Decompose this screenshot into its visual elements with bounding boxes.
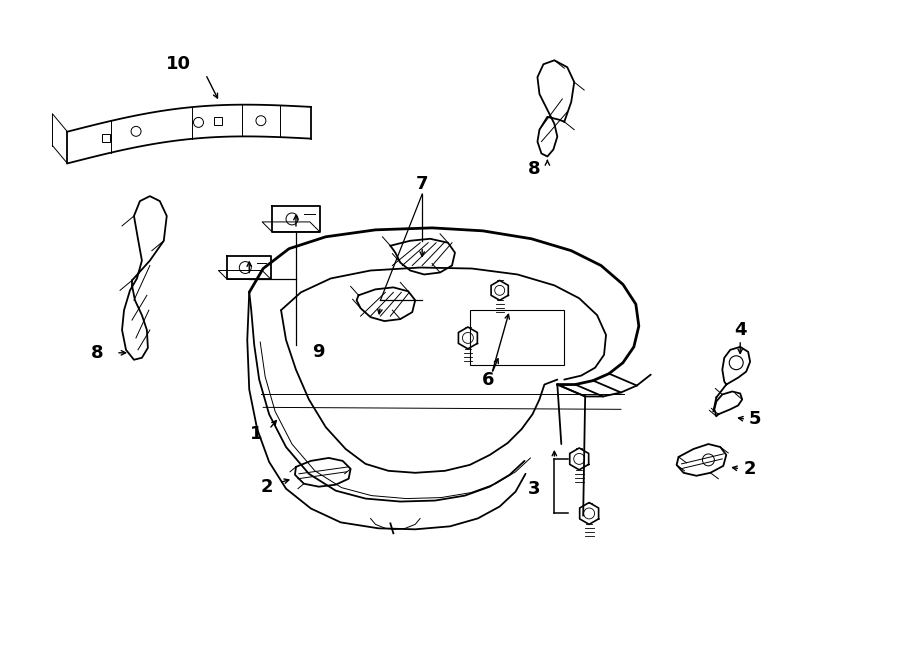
Bar: [470, 310, 564, 365]
Bar: [102, 134, 110, 142]
Text: 4: 4: [734, 321, 746, 339]
Text: 9: 9: [312, 343, 325, 361]
Text: 1: 1: [250, 425, 263, 443]
Bar: [214, 117, 222, 125]
Text: 10: 10: [166, 56, 191, 73]
Text: 5: 5: [749, 410, 761, 428]
Text: 8: 8: [528, 161, 541, 178]
Text: 8: 8: [91, 344, 104, 362]
Text: 3: 3: [528, 480, 541, 498]
Text: 2: 2: [744, 460, 756, 478]
Text: 7: 7: [416, 175, 428, 193]
Text: 6: 6: [482, 371, 494, 389]
Text: 2: 2: [261, 478, 274, 496]
